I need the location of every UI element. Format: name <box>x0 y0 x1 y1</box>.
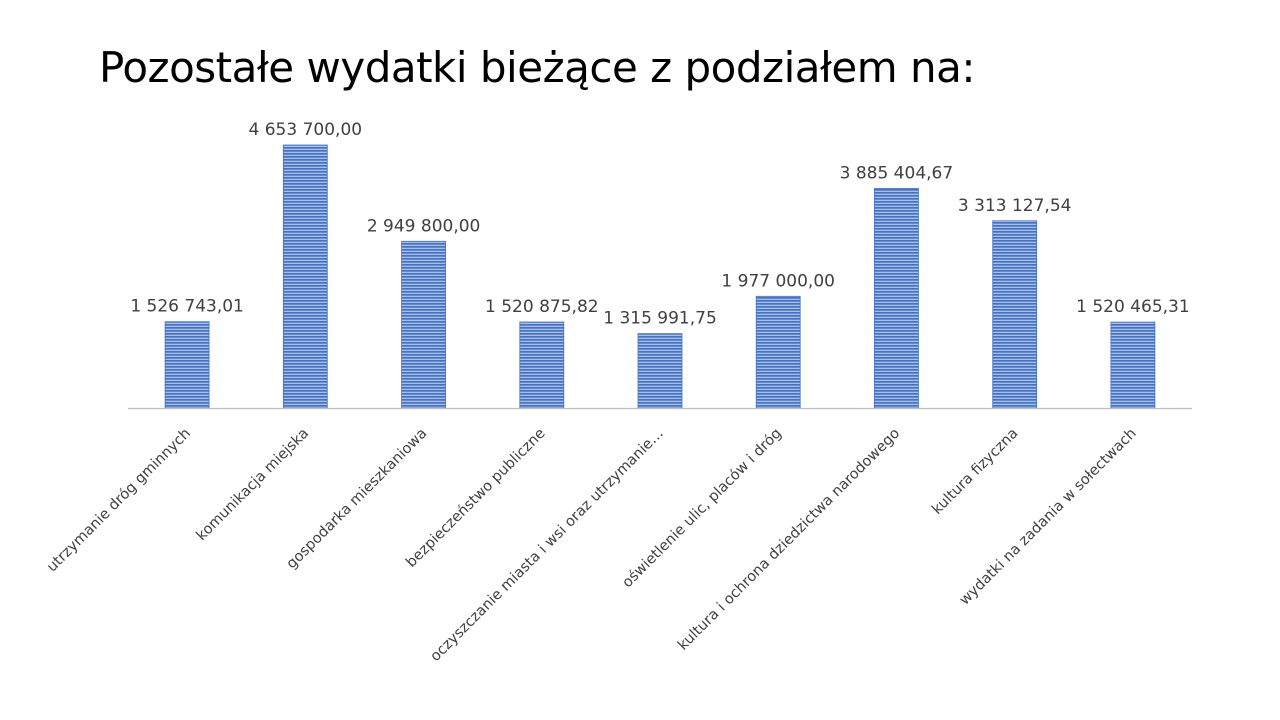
data-label: 3 313 127,54 <box>958 196 1072 216</box>
bar <box>992 220 1038 409</box>
bar <box>1110 321 1156 409</box>
bars-group <box>164 144 1156 409</box>
data-label: 2 949 800,00 <box>367 216 481 236</box>
category-label: oczyszczanie miasta i wsi oraz utrzymani… <box>427 426 666 665</box>
data-label: 1 520 875,82 <box>485 297 599 317</box>
data-label: 1 520 465,31 <box>1076 297 1190 317</box>
data-label: 1 977 000,00 <box>721 271 835 291</box>
category-label: kultura i ochrona dziedzictwa narodowego <box>675 425 903 653</box>
category-label: kultura fizyczna <box>929 426 1021 518</box>
bar <box>874 187 919 409</box>
data-label: 1 315 991,75 <box>603 309 717 329</box>
data-label: 1 526 743,01 <box>130 297 244 317</box>
data-label: 3 885 404,67 <box>840 163 954 183</box>
bar <box>282 144 328 409</box>
category-label: bezpieczeństwo publiczne <box>403 425 548 570</box>
data-labels-group: 1 526 743,01 4 653 700,00 2 949 800,00 1 52… <box>130 120 1189 329</box>
bar <box>401 240 447 409</box>
bar <box>519 321 565 409</box>
slide-title: Pozostałe wydatki bieżące z podziałem na… <box>99 43 976 92</box>
bar <box>164 321 210 409</box>
category-labels-group: utrzymanie dróg gminnych komunikacja miej… <box>44 425 1140 664</box>
category-label: gospodarka mieszkaniowa <box>284 426 431 573</box>
bar <box>755 295 801 409</box>
category-label: komunikacja miejska <box>194 426 312 544</box>
bar <box>637 333 683 409</box>
category-label: utrzymanie dróg gminnych <box>44 426 194 576</box>
data-label: 4 653 700,00 <box>249 120 363 140</box>
